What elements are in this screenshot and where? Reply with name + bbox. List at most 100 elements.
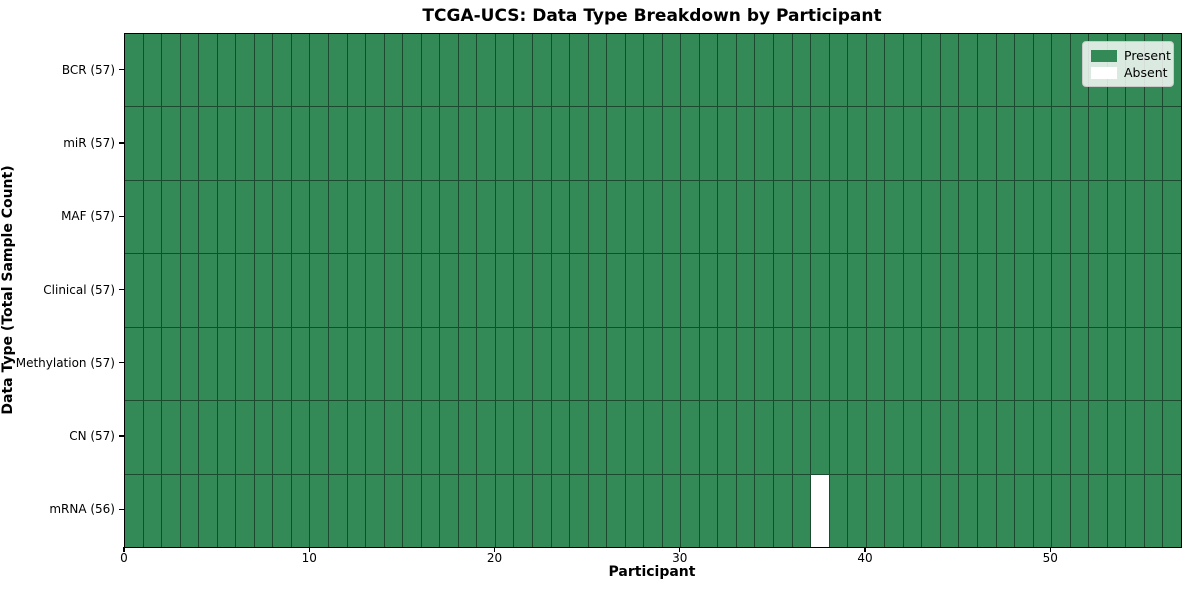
heatmap-cell-present (699, 180, 718, 254)
x-tick-label: 30 (672, 551, 688, 565)
legend-item: Present (1091, 47, 1171, 64)
heatmap-cell-present (273, 327, 291, 401)
y-tick-label: Clinical (57) (43, 282, 115, 297)
heatmap-cell-absent (811, 474, 829, 547)
heatmap-cell-present (273, 34, 291, 107)
heatmap-cell-present (384, 34, 403, 107)
heatmap-cell-present (885, 34, 903, 107)
heatmap-cell-present (1089, 474, 1107, 547)
heatmap-cell-present (162, 34, 180, 107)
heatmap-cell-present (458, 327, 477, 401)
y-tick-label: miR (57) (63, 135, 115, 150)
heatmap-cell-present (996, 107, 1015, 180)
heatmap-cell-present (254, 327, 273, 401)
heatmap-cell-present (1033, 107, 1052, 180)
legend: Present Absent (1082, 41, 1174, 87)
heatmap-cell-present (310, 474, 328, 547)
heatmap-cell-present (162, 474, 180, 547)
heatmap-cell-present (440, 180, 458, 254)
heatmap-cell-present (1107, 474, 1126, 547)
heatmap-cell-present (959, 34, 978, 107)
heatmap-cell-present (125, 180, 143, 254)
heatmap-cell-present (551, 34, 570, 107)
heatmap-cell-present (718, 254, 736, 327)
heatmap-cell-present (328, 401, 347, 474)
heatmap-row (125, 34, 1181, 107)
heatmap-cell-present (366, 180, 384, 254)
heatmap-cell-present (458, 254, 477, 327)
heatmap-cell-present (885, 254, 903, 327)
heatmap-cell-present (848, 401, 866, 474)
heatmap-cell-present (495, 107, 514, 180)
heatmap-cell-present (125, 34, 143, 107)
heatmap-cell-present (978, 180, 996, 254)
heatmap-cell-present (588, 474, 607, 547)
heatmap-cell-present (1163, 254, 1181, 327)
heatmap-row (125, 327, 1181, 401)
heatmap-cell-present (718, 401, 736, 474)
heatmap-cell-present (514, 34, 532, 107)
heatmap-cell-present (996, 327, 1015, 401)
heatmap-cell-present (273, 254, 291, 327)
heatmap-cell-present (588, 401, 607, 474)
heatmap-cell-present (384, 107, 403, 180)
heatmap-cell-present (996, 180, 1015, 254)
heatmap-row (125, 401, 1181, 474)
heatmap-cell-present (774, 107, 792, 180)
y-tick-mark (119, 142, 124, 144)
heatmap-cell-present (625, 180, 644, 254)
heatmap-cell-present (774, 401, 792, 474)
heatmap-cell-present (903, 327, 922, 401)
heatmap-cell-present (328, 254, 347, 327)
heatmap-cell-present (644, 401, 662, 474)
heatmap-cell-present (607, 474, 625, 547)
heatmap-cell-present (996, 254, 1015, 327)
legend-item: Absent (1091, 64, 1168, 81)
heatmap-cell-present (1089, 327, 1107, 401)
heatmap-cell-present (551, 401, 570, 474)
heatmap-cell-present (1033, 327, 1052, 401)
heatmap-cell-present (570, 180, 588, 254)
heatmap-cell-present (1126, 327, 1144, 401)
heatmap-cell-present (792, 107, 811, 180)
heatmap-cell-present (514, 180, 532, 254)
heatmap-cell-present (1144, 254, 1163, 327)
heatmap-cell-present (180, 107, 199, 180)
heatmap-cell-present (495, 327, 514, 401)
heatmap-cell-present (532, 254, 551, 327)
heatmap-cell-present (1089, 107, 1107, 180)
heatmap-cell-present (644, 327, 662, 401)
y-tick-mark (119, 69, 124, 71)
heatmap-cell-present (291, 107, 310, 180)
legend-label: Present (1124, 48, 1171, 63)
heatmap-cell-present (273, 401, 291, 474)
heatmap-cell-present (217, 327, 236, 401)
x-axis-label: Participant (608, 564, 696, 580)
heatmap-cell-present (570, 107, 588, 180)
heatmap-cell-present (1144, 180, 1163, 254)
heatmap-cell-present (1070, 327, 1089, 401)
heatmap-cell-present (922, 34, 940, 107)
heatmap-cell-present (1070, 254, 1089, 327)
heatmap-cell-present (458, 401, 477, 474)
heatmap-cell-present (125, 327, 143, 401)
heatmap-cell-present (625, 474, 644, 547)
heatmap-cell-present (792, 254, 811, 327)
heatmap-cell-present (495, 34, 514, 107)
heatmap-cell-present (681, 474, 699, 547)
heatmap-cell-present (903, 107, 922, 180)
heatmap-cell-present (996, 474, 1015, 547)
heatmap-cell-present (1015, 180, 1033, 254)
heatmap-cell-present (959, 180, 978, 254)
heatmap-cell-present (458, 107, 477, 180)
heatmap-cell-present (440, 474, 458, 547)
heatmap-cell-present (940, 327, 959, 401)
x-tick-label: 0 (120, 551, 128, 565)
heatmap-cell-present (514, 107, 532, 180)
heatmap-cell-present (1107, 180, 1126, 254)
heatmap-cell-present (440, 401, 458, 474)
x-tick-mark (123, 547, 125, 552)
heatmap-cell-present (607, 34, 625, 107)
heatmap-cell-present (792, 401, 811, 474)
legend-swatch (1091, 49, 1117, 62)
